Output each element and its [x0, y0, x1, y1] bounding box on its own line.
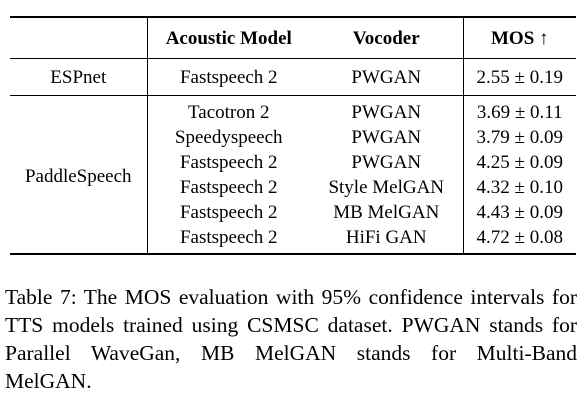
mos-cell: 4.25 ± 0.09	[462, 150, 576, 175]
table-row: Fastspeech 2 MB MelGAN 4.43 ± 0.09	[10, 200, 576, 225]
results-table-container: Acoustic Model Vocoder MOS ↑ ESPnet Fast…	[10, 16, 576, 255]
acoustic-model-cell: Fastspeech 2	[146, 175, 310, 200]
mos-cell: 4.72 ± 0.08	[462, 225, 576, 255]
acoustic-model-cell: Fastspeech 2	[146, 58, 310, 96]
header-acoustic-model: Acoustic Model	[146, 16, 310, 59]
table-caption: Table 7: The MOS evaluation with 95% con…	[5, 285, 577, 393]
table-row: PaddleSpeech Tacotron 2 PWGAN 3.69 ± 0.1…	[10, 95, 576, 255]
acoustic-model-cell: Speedyspeech	[146, 125, 310, 150]
table-row: Fastspeech 2 HiFi GAN 4.72 ± 0.08	[10, 225, 576, 255]
vocoder-cell: Style MelGAN	[328, 177, 445, 198]
table-header-row: Acoustic Model Vocoder MOS ↑	[10, 16, 576, 59]
mos-cell: 2.55 ± 0.19	[462, 58, 576, 96]
espnet-group: ESPnet Fastspeech 2 PWGAN 2.55 ± 0.19	[10, 58, 576, 96]
system-name: PaddleSpeech	[10, 95, 147, 255]
acoustic-model-cell: Tacotron 2	[146, 95, 310, 125]
vocoder-cell: PWGAN	[310, 95, 463, 125]
header-vocoder: Vocoder	[310, 16, 463, 59]
table-row: ESPnet Fastspeech 2 PWGAN 2.55 ± 0.19	[10, 58, 576, 96]
table-row: Speedyspeech PWGAN 3.79 ± 0.09	[10, 125, 576, 150]
vocoder-cell: PWGAN	[310, 58, 463, 96]
table-row: Fastspeech 2 PWGAN 4.25 ± 0.09	[10, 150, 576, 175]
vocoder-cell: MB MelGAN	[333, 202, 440, 223]
acoustic-model-cell: Fastspeech 2	[146, 200, 310, 225]
mos-cell: 3.79 ± 0.09	[462, 125, 576, 150]
mos-cell: 4.43 ± 0.09	[462, 200, 576, 225]
mos-cell: 3.69 ± 0.11	[462, 95, 576, 125]
paddlespeech-group: PaddleSpeech Tacotron 2 PWGAN 3.69 ± 0.1…	[10, 95, 576, 255]
acoustic-model-cell: Fastspeech 2	[146, 225, 310, 255]
vocoder-cell: PWGAN	[351, 127, 422, 148]
mos-results-table: Acoustic Model Vocoder MOS ↑ ESPnet Fast…	[10, 16, 576, 255]
header-system	[10, 16, 147, 59]
table-row: Fastspeech 2 Style MelGAN 4.32 ± 0.10	[10, 175, 576, 200]
vocoder-cell: HiFi GAN	[310, 225, 463, 255]
acoustic-model-cell: Fastspeech 2	[146, 150, 310, 175]
header-mos: MOS ↑	[462, 16, 576, 59]
mos-cell: 4.32 ± 0.10	[462, 175, 576, 200]
vocoder-cell: PWGAN	[351, 152, 422, 173]
system-name: ESPnet	[10, 58, 147, 96]
